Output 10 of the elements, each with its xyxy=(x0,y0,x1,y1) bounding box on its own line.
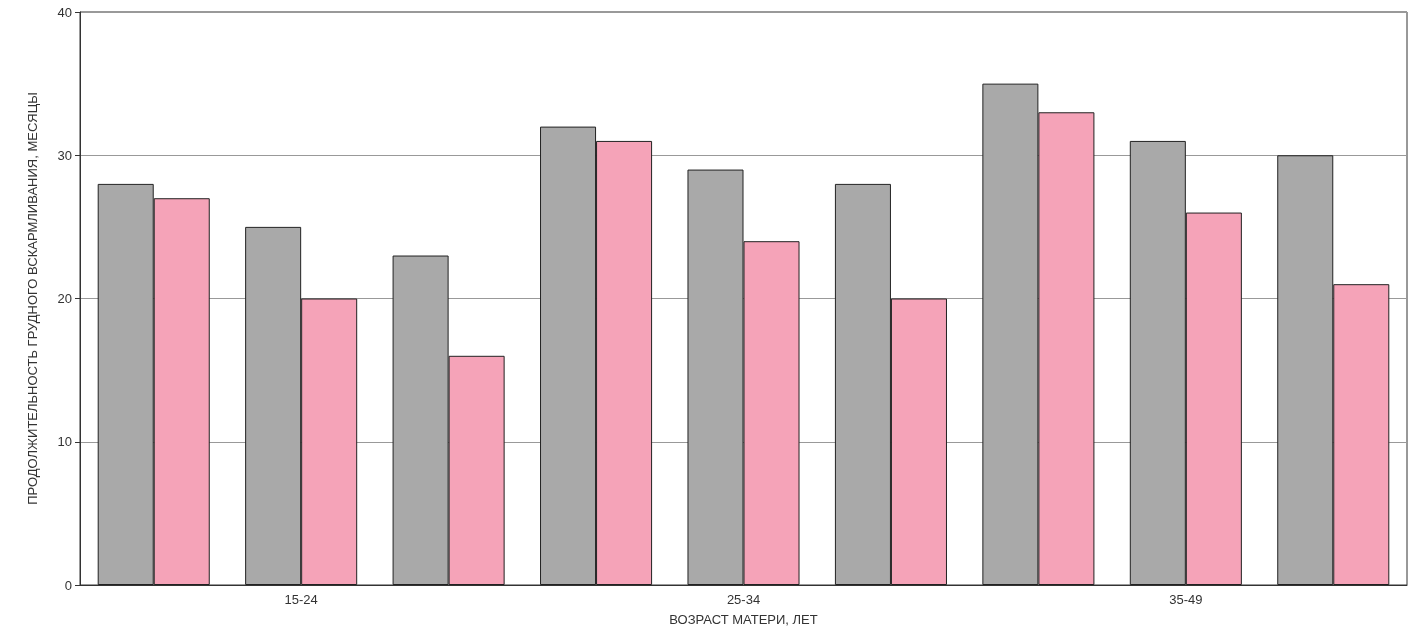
y-tick-label: 10 xyxy=(57,434,72,450)
y-axis-title: ПРОДОЛЖИТЕЛЬНОСТЬ ГРУДНОГО ВСКАРМЛИВАНИЯ, МЕСЯЦЫ xyxy=(24,92,40,505)
y-tick-label: 0 xyxy=(64,577,72,593)
x-tick-label: 35-49 xyxy=(1169,592,1203,607)
y-tick-label: 40 xyxy=(57,4,72,20)
x-tick-label: 25-34 xyxy=(726,592,761,607)
x-axis-title: ВОЗРАСТ МАТЕРИ, ЛЕТ xyxy=(669,612,818,627)
x-tick-label: 15-24 xyxy=(284,592,318,607)
y-tick-label: 30 xyxy=(57,147,72,163)
y-tick-label: 20 xyxy=(57,291,72,306)
